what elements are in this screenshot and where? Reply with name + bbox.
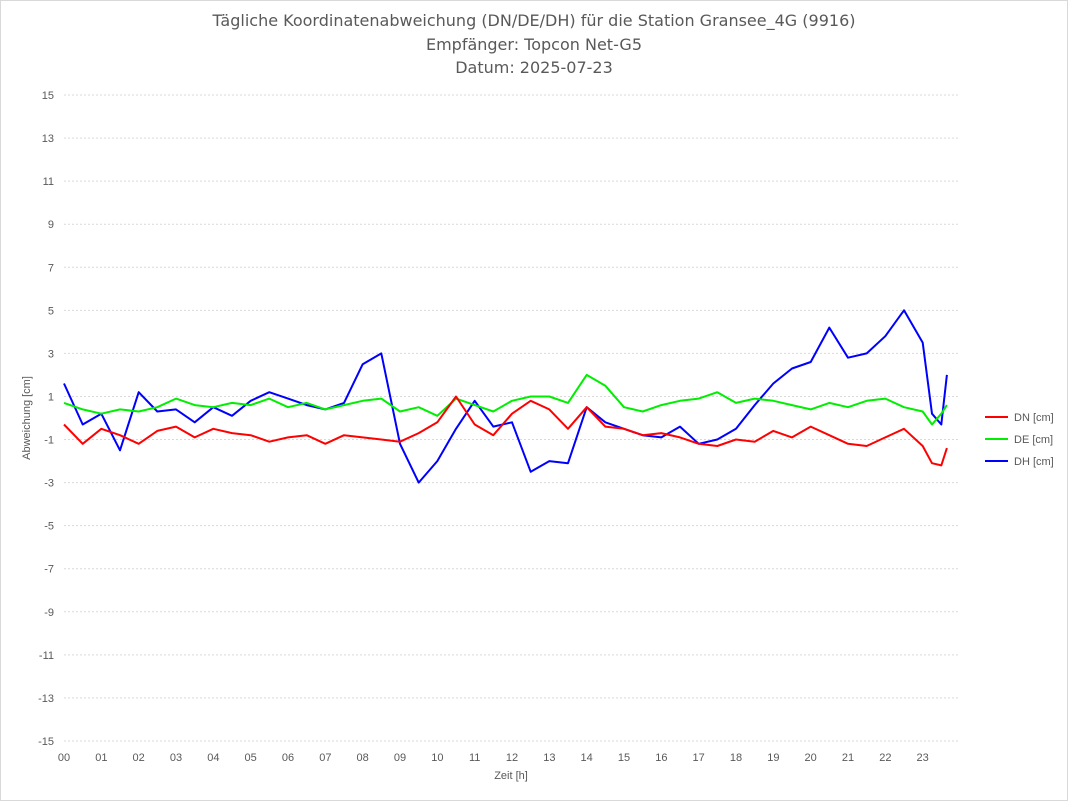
series-line-de bbox=[63, 373, 948, 426]
x-tick-label: 02 bbox=[133, 752, 145, 764]
grid-lines bbox=[64, 94, 960, 742]
y-tick-label: 9 bbox=[48, 219, 54, 231]
chart-title: Tägliche Koordinatenabweichung (DN/DE/DH… bbox=[212, 11, 856, 30]
x-tick-label: 09 bbox=[394, 752, 406, 764]
y-tick-labels: 15 13 11 9 7 5 3 1 -1 -3 -5 -7 -9 -11 -13 -15 bbox=[38, 90, 54, 748]
x-tick-label: 08 bbox=[357, 752, 369, 764]
x-tick-label: 05 bbox=[245, 752, 257, 764]
x-axis-label: Zeit [h] bbox=[494, 770, 528, 782]
y-tick-label: -13 bbox=[38, 693, 54, 705]
x-tick-label: 11 bbox=[469, 752, 480, 764]
x-tick-label: 13 bbox=[543, 752, 555, 764]
x-tick-label: 01 bbox=[95, 752, 107, 764]
series-line-dh bbox=[63, 309, 948, 484]
legend-label: DN [cm] bbox=[1014, 412, 1054, 424]
chart-subtitle: Empfänger: Topcon Net-G5 bbox=[425, 35, 643, 54]
series-lines bbox=[63, 309, 948, 484]
x-tick-label: 19 bbox=[767, 752, 779, 764]
y-tick-label: -11 bbox=[39, 650, 54, 662]
y-tick-label: -15 bbox=[38, 736, 54, 748]
y-tick-label: 11 bbox=[43, 176, 54, 188]
y-tick-label: 3 bbox=[48, 348, 54, 360]
y-tick-label: 5 bbox=[48, 305, 54, 317]
x-tick-label: 03 bbox=[170, 752, 182, 764]
x-tick-label: 15 bbox=[618, 752, 630, 764]
x-tick-label: 21 bbox=[842, 752, 854, 764]
y-tick-label: -3 bbox=[44, 478, 54, 490]
chart-date: Datum: 2025-07-23 bbox=[455, 58, 613, 77]
x-tick-labels: 00 01 02 03 04 05 06 07 08 09 10 11 12 13 14 15 16 17 18 19… bbox=[58, 752, 929, 764]
x-tick-label: 16 bbox=[655, 752, 667, 764]
x-tick-label: 04 bbox=[207, 752, 219, 764]
series-line-dn bbox=[63, 395, 948, 467]
y-tick-label: -5 bbox=[44, 521, 54, 533]
x-tick-label: 23 bbox=[917, 752, 929, 764]
y-tick-label: -1 bbox=[44, 435, 54, 447]
y-tick-label: 13 bbox=[42, 133, 54, 145]
x-tick-label: 14 bbox=[581, 752, 593, 764]
legend-label: DH [cm] bbox=[1014, 456, 1054, 468]
legend-label: DE [cm] bbox=[1014, 434, 1053, 446]
x-tick-label: 22 bbox=[879, 752, 891, 764]
y-tick-label: 15 bbox=[42, 90, 54, 102]
y-axis-label: Abweichung [cm] bbox=[21, 376, 33, 460]
x-tick-label: 18 bbox=[730, 752, 742, 764]
x-tick-label: 07 bbox=[319, 752, 331, 764]
y-tick-label: -9 bbox=[44, 607, 54, 619]
y-tick-label: -7 bbox=[44, 564, 54, 576]
legend: DN [cm] DE [cm] DH [cm] bbox=[985, 412, 1054, 468]
x-tick-label: 17 bbox=[693, 752, 705, 764]
x-tick-label: 10 bbox=[431, 752, 443, 764]
x-tick-label: 06 bbox=[282, 752, 294, 764]
y-tick-label: 7 bbox=[48, 262, 54, 274]
x-tick-label: 20 bbox=[805, 752, 817, 764]
x-tick-label: 12 bbox=[506, 752, 518, 764]
x-tick-label: 00 bbox=[58, 752, 70, 764]
y-tick-label: 1 bbox=[48, 391, 54, 403]
